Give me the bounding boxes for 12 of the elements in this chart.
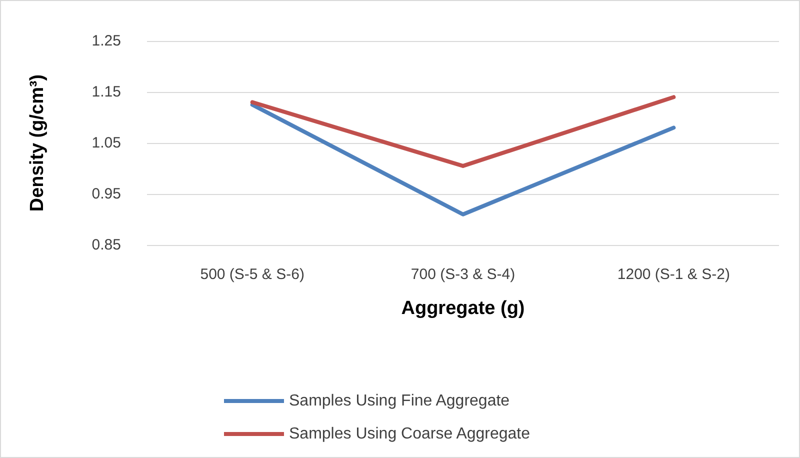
y-tick-label: 1.25 — [92, 32, 121, 50]
x-tick-label: 700 (S-3 & S-4) — [410, 266, 516, 283]
legend-label: Samples Using Coarse Aggregate — [289, 426, 530, 442]
legend-label: Samples Using Fine Aggregate — [289, 392, 510, 410]
y-tick-label: 1.15 — [92, 84, 121, 100]
y-tick-label: 1.05 — [92, 134, 121, 152]
y-tick-label: 0.85 — [92, 236, 121, 254]
x-tick-label: 1200 (S-1 & S-2) — [617, 266, 730, 283]
y-tick-label: 0.95 — [92, 186, 121, 202]
x-tick-label: 500 (S-5 & S-6) — [200, 266, 304, 283]
x-axis-title: Aggregate (g) — [401, 298, 525, 319]
y-axis-title: Density (g/cm³) — [27, 74, 48, 212]
